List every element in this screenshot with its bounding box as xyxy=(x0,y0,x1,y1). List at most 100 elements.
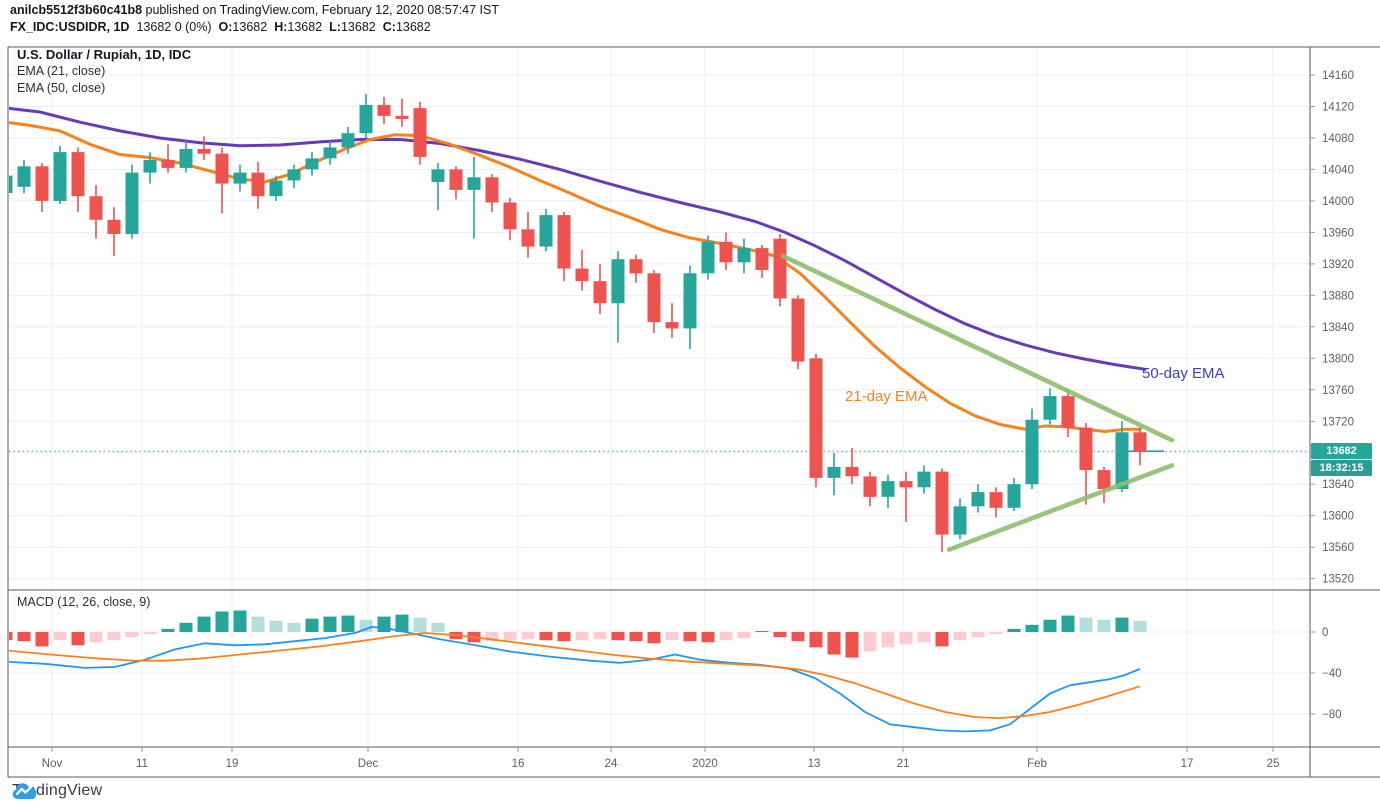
trendline[interactable] xyxy=(946,463,1175,552)
time-axis-label[interactable]: Feb xyxy=(1027,758,1047,770)
macd-histogram-bar xyxy=(233,610,247,632)
legend-ema21[interactable]: EMA (21, close) xyxy=(17,64,106,78)
symbol-header: FX_IDC:USDIDR, 1D 13682 0 (0%) O:13682 H:13… xyxy=(10,20,431,34)
macd-histogram-bar xyxy=(251,616,265,632)
macd-histogram-bar xyxy=(305,618,319,632)
price-axis-label[interactable]: 14000 xyxy=(1322,196,1354,208)
macd-histogram-bar xyxy=(485,632,499,642)
price-axis-label[interactable]: 13760 xyxy=(1322,385,1354,397)
macd-histogram-bar xyxy=(161,628,175,632)
macd-histogram-bar xyxy=(269,620,283,632)
price-axis-label[interactable]: 14120 xyxy=(1322,102,1354,114)
time-axis-label[interactable]: 17 xyxy=(1181,758,1194,770)
price-axis-label[interactable]: 13640 xyxy=(1322,479,1354,491)
time-axis-label[interactable]: 2020 xyxy=(692,758,718,770)
tradingview-cloud-icon xyxy=(12,783,37,799)
ema21-line[interactable] xyxy=(0,121,1142,434)
candle-body xyxy=(629,259,643,274)
time-axis-label[interactable]: Nov xyxy=(42,758,63,770)
price-axis-label[interactable]: 13840 xyxy=(1322,322,1354,334)
macd-histogram-bar xyxy=(35,632,49,647)
publish-header: anilcb5512f3b60c41b8 published on Tradin… xyxy=(10,3,499,17)
annotation-50-day-ema[interactable]: 50-day EMA xyxy=(1142,365,1225,382)
macd-histogram-bar xyxy=(899,632,913,645)
macd-histogram-bar xyxy=(71,632,85,646)
price-axis-label[interactable]: 13920 xyxy=(1322,259,1354,271)
price-axis-label[interactable]: 13520 xyxy=(1322,574,1354,586)
time-axis-label[interactable]: 25 xyxy=(1267,758,1280,770)
legend-macd[interactable]: MACD (12, 26, close, 9) xyxy=(17,595,151,609)
time-axis-label[interactable]: 16 xyxy=(512,758,525,770)
time-axis-label[interactable]: 13 xyxy=(808,758,821,770)
annotation-21-day-ema[interactable]: 21-day EMA xyxy=(845,388,928,405)
macd-histogram-bar xyxy=(719,632,733,641)
price-axis-label[interactable]: 13600 xyxy=(1322,511,1354,523)
candle-body xyxy=(791,298,805,362)
price-axis-label[interactable]: 14080 xyxy=(1322,133,1354,145)
macd-histogram-bar xyxy=(647,632,661,644)
macd-histogram-bar xyxy=(1025,624,1039,632)
candle-body xyxy=(1061,396,1075,428)
candle-body xyxy=(845,466,859,477)
candle-body xyxy=(323,147,337,159)
macd-histogram-bar xyxy=(1061,615,1075,632)
author-name: anilcb5512f3b60c41b8 xyxy=(10,3,143,17)
macd-histogram-bar xyxy=(1097,619,1111,632)
macd-histogram-bar xyxy=(179,622,193,632)
macd-histogram-bar xyxy=(809,632,823,648)
macd-histogram-bar xyxy=(377,616,391,632)
candle-body xyxy=(197,149,211,154)
macd-histogram-bar xyxy=(323,616,337,632)
macd-pane-legend: MACD (12, 26, close, 9) xyxy=(17,594,150,611)
candle-body xyxy=(881,481,895,497)
price-axis-label[interactable]: 13800 xyxy=(1322,353,1354,365)
candle-body xyxy=(413,108,427,157)
candle-body xyxy=(485,177,499,203)
macd-histogram-bar xyxy=(557,632,571,642)
high-value: 13682 xyxy=(287,20,323,34)
countdown-badge: 18:32:15 xyxy=(1311,460,1372,476)
time-axis-label[interactable]: 11 xyxy=(136,758,148,770)
price-axis-label[interactable]: 13720 xyxy=(1322,416,1354,428)
legend-ema50[interactable]: EMA (50, close) xyxy=(17,81,106,95)
macd-histogram-bar xyxy=(611,632,625,641)
macd-axis-label[interactable]: −40 xyxy=(1322,668,1342,680)
time-axis-label[interactable]: 24 xyxy=(605,758,618,770)
macd-histogram-bar xyxy=(593,632,607,640)
price-axis-label[interactable]: 13560 xyxy=(1322,542,1354,554)
legend-symbol-title[interactable]: U.S. Dollar / Rupiah, 1D, IDC xyxy=(17,47,192,62)
macd-histogram-bar xyxy=(521,632,535,640)
series-layer xyxy=(0,93,1310,733)
time-axis-label[interactable]: 21 xyxy=(897,758,910,770)
macd-signal-line[interactable] xyxy=(6,632,1141,719)
candle-body xyxy=(71,152,85,197)
macd-histogram-bar xyxy=(917,632,931,643)
time-axis-label[interactable]: 19 xyxy=(226,758,239,770)
macd-histogram-bar xyxy=(143,632,157,634)
macd-histogram-bar xyxy=(215,611,229,632)
last-change: 13682 0 (0%) xyxy=(136,20,212,34)
price-axis-label[interactable]: 13880 xyxy=(1322,290,1354,302)
trendline[interactable] xyxy=(780,253,1175,443)
price-axis-label[interactable]: 14040 xyxy=(1322,164,1354,176)
candle-body xyxy=(989,492,1003,508)
candle-body xyxy=(395,115,409,119)
macd-line[interactable] xyxy=(6,626,1141,733)
published-text: published on TradingView.com, February 1… xyxy=(142,3,499,17)
macd-axis-label[interactable]: 0 xyxy=(1322,627,1328,639)
price-axis-label[interactable]: 13960 xyxy=(1322,227,1354,239)
price-axis-label[interactable]: 14160 xyxy=(1322,70,1354,82)
macd-histogram-bar xyxy=(953,632,967,641)
time-axis-label[interactable]: Dec xyxy=(358,758,379,770)
macd-histogram-bar xyxy=(53,632,67,641)
candle-body xyxy=(269,180,283,197)
macd-axis-label[interactable]: −80 xyxy=(1322,709,1342,721)
ema50-line[interactable] xyxy=(0,106,1147,371)
candle-body xyxy=(809,358,823,478)
candle-body xyxy=(143,160,157,173)
tradingview-logo[interactable]: TradingView xyxy=(12,782,102,800)
candle-body xyxy=(935,471,949,535)
macd-histogram-bar xyxy=(845,632,859,658)
